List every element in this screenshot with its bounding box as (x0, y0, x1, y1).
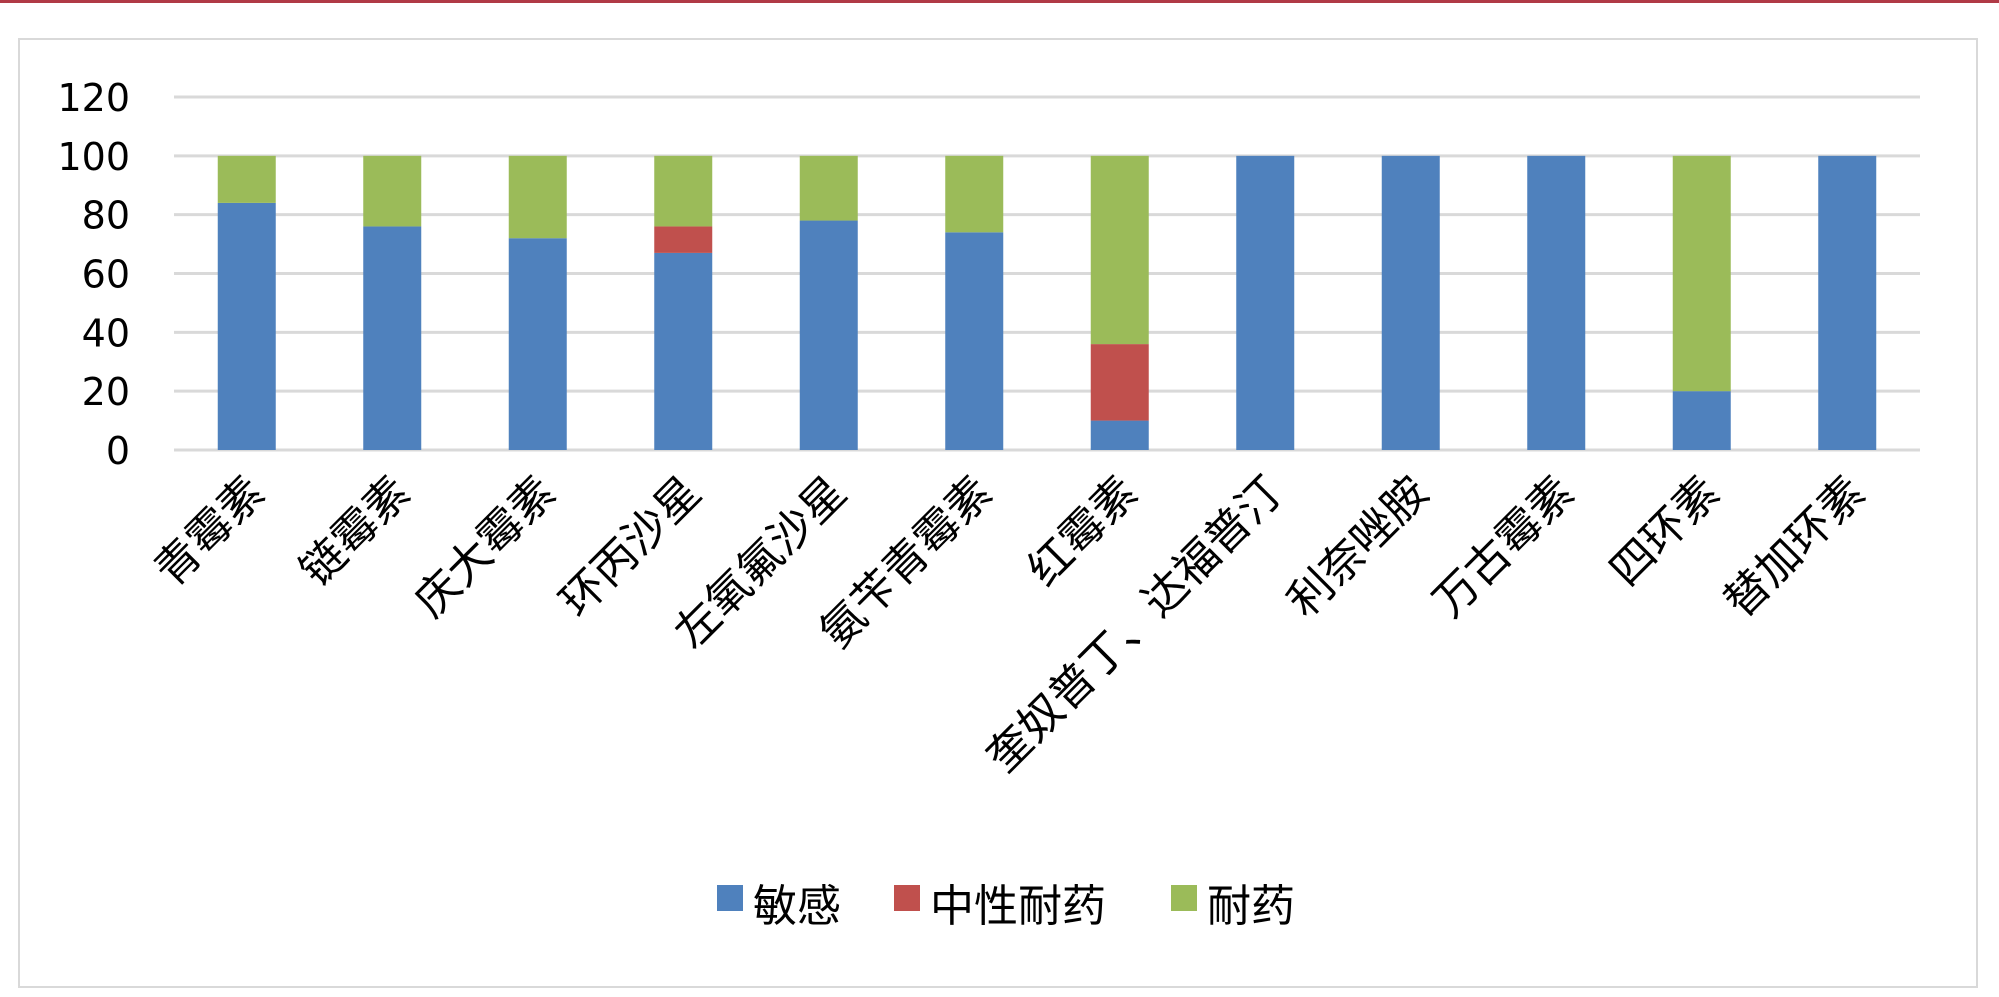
chart-frame: 0 20 40 60 80 100 120 青霉素 链霉素 庆大霉素 环丙沙星 左氧氟沙星 氨苄青霉素… (18, 38, 1978, 988)
x-category-label: 替加环素 (1715, 467, 1876, 628)
y-tick-label: 80 (82, 194, 130, 238)
bar-segment-0-4 (799, 220, 858, 450)
x-category-label: 青霉素 (145, 467, 274, 596)
bar-segment-0-5 (945, 232, 1004, 450)
bar-segment-2-1 (363, 155, 422, 227)
x-category-label: 四环素 (1600, 467, 1729, 596)
legend-swatch (717, 885, 743, 911)
y-tick-label: 100 (57, 135, 130, 179)
legend-label: 中性耐药 (930, 881, 1106, 932)
top-accent-rule (0, 0, 1999, 3)
legend-swatch (894, 885, 920, 911)
bar-segment-1-3 (654, 226, 713, 253)
bar-segment-0-1 (363, 226, 422, 450)
bar-segment-0-0 (217, 202, 276, 450)
y-tick-label: 20 (82, 370, 130, 414)
legend-label: 耐药 (1207, 881, 1295, 932)
x-category-label: 庆大霉素 (405, 467, 566, 628)
x-category-label: 红霉素 (1018, 467, 1147, 596)
bar-segment-2-3 (654, 155, 713, 227)
bar-segment-0-6 (1090, 420, 1149, 450)
bar-segment-2-0 (217, 155, 276, 203)
bar-segment-0-11 (1818, 155, 1877, 450)
bar-segment-0-3 (654, 252, 713, 450)
legend: 敏感 中性耐药 耐药 (717, 881, 1295, 932)
bar-segment-1-6 (1090, 344, 1149, 421)
bar-segment-2-4 (799, 155, 858, 221)
bar-segment-2-10 (1672, 155, 1731, 392)
x-category-label: 链霉素 (291, 467, 420, 596)
y-axis-tick-labels: 0 20 40 60 80 100 120 (57, 76, 130, 473)
bar-segment-2-5 (945, 155, 1004, 233)
legend-label: 敏感 (753, 881, 841, 932)
gridlines (174, 95, 1920, 452)
bar-segment-2-2 (508, 155, 567, 239)
x-category-label: 万古霉素 (1424, 467, 1585, 628)
bar-segment-2-6 (1090, 155, 1149, 345)
y-tick-label: 0 (106, 429, 130, 473)
y-tick-label: 40 (82, 311, 130, 355)
bar-segment-0-7 (1236, 155, 1295, 450)
y-tick-label: 120 (57, 76, 130, 120)
bar-segment-0-2 (508, 238, 567, 450)
x-category-label: 利奈唑胺 (1278, 467, 1439, 628)
bars (217, 155, 1877, 450)
bar-segment-0-9 (1527, 155, 1586, 450)
bar-segment-0-10 (1672, 391, 1731, 450)
y-tick-label: 60 (82, 253, 130, 297)
bar-segment-0-8 (1381, 155, 1440, 450)
legend-swatch (1171, 885, 1197, 911)
